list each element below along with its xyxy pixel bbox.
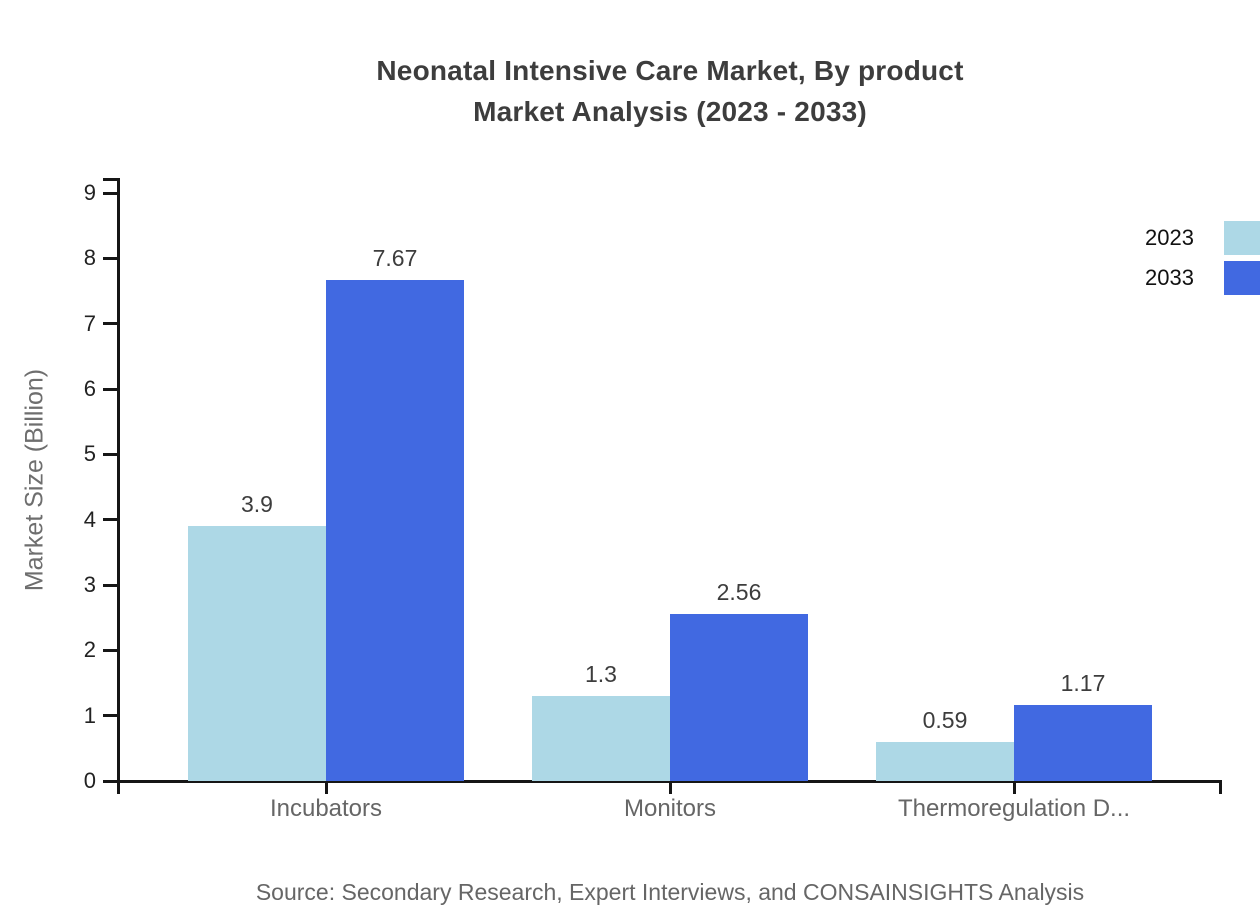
y-tick xyxy=(103,322,118,326)
bar-value-label: 3.9 xyxy=(241,491,273,518)
y-tick-label: 2 xyxy=(83,637,96,663)
y-tick xyxy=(103,714,118,718)
legend: 2023 2033 xyxy=(1145,221,1260,301)
bar-value-label: 2.56 xyxy=(716,578,762,605)
y-axis-top-cap xyxy=(103,177,120,181)
bar-value-label: 1.17 xyxy=(1060,669,1106,696)
y-tick-label: 9 xyxy=(83,180,96,206)
chart-title-line2: Market Analysis (2023 - 2033) xyxy=(473,96,867,127)
category-label: Incubators xyxy=(269,795,383,822)
x-axis-end-tick xyxy=(1219,781,1222,794)
y-tick-label: 3 xyxy=(83,572,96,597)
y-tick-label: 8 xyxy=(83,245,96,271)
legend-label: 2023 xyxy=(1145,225,1194,250)
y-tick xyxy=(103,191,118,195)
chart-title-line1: Neonatal Intensive Care Market, By produ… xyxy=(376,55,964,86)
bar-2023 xyxy=(188,526,326,781)
bar-2033 xyxy=(670,613,808,781)
bar-value-label: 1.3 xyxy=(585,661,617,688)
y-tick xyxy=(103,648,118,652)
y-axis-line xyxy=(116,179,120,794)
y-tick-label: 7 xyxy=(83,310,96,336)
y-tick-label: 6 xyxy=(83,376,96,402)
bar-2023 xyxy=(532,696,670,781)
category-label: Monitors xyxy=(623,795,717,822)
y-tick-label: 0 xyxy=(83,768,96,793)
legend-item: 2023 xyxy=(1145,221,1260,255)
legend-swatch xyxy=(1224,261,1260,295)
legend-swatch xyxy=(1224,221,1260,255)
x-axis-line xyxy=(103,779,1222,783)
source-note: Source: Secondary Research, Expert Inter… xyxy=(255,879,1085,905)
y-tick-label: 1 xyxy=(83,702,96,728)
y-tick xyxy=(103,518,118,522)
bar-2033 xyxy=(326,279,464,781)
bar-2033 xyxy=(1014,704,1152,781)
bar-value-label: 0.59 xyxy=(922,707,968,734)
y-tick-label: 5 xyxy=(83,441,96,467)
y-tick xyxy=(103,387,118,391)
x-tick xyxy=(1012,781,1016,794)
x-tick xyxy=(324,781,328,794)
y-tick xyxy=(103,256,118,260)
category-label: Thermoregulation D... xyxy=(897,795,1131,822)
legend-item: 2033 xyxy=(1145,261,1260,295)
chart-title: Neonatal Intensive Care Market, By produ… xyxy=(80,50,1260,132)
bar-value-label: 7.67 xyxy=(372,244,418,271)
x-tick xyxy=(668,781,672,794)
y-tick xyxy=(103,452,118,456)
legend-label: 2033 xyxy=(1145,265,1194,290)
y-tick-label: 4 xyxy=(83,506,96,532)
y-tick xyxy=(103,583,118,587)
bar-2023 xyxy=(876,742,1014,781)
